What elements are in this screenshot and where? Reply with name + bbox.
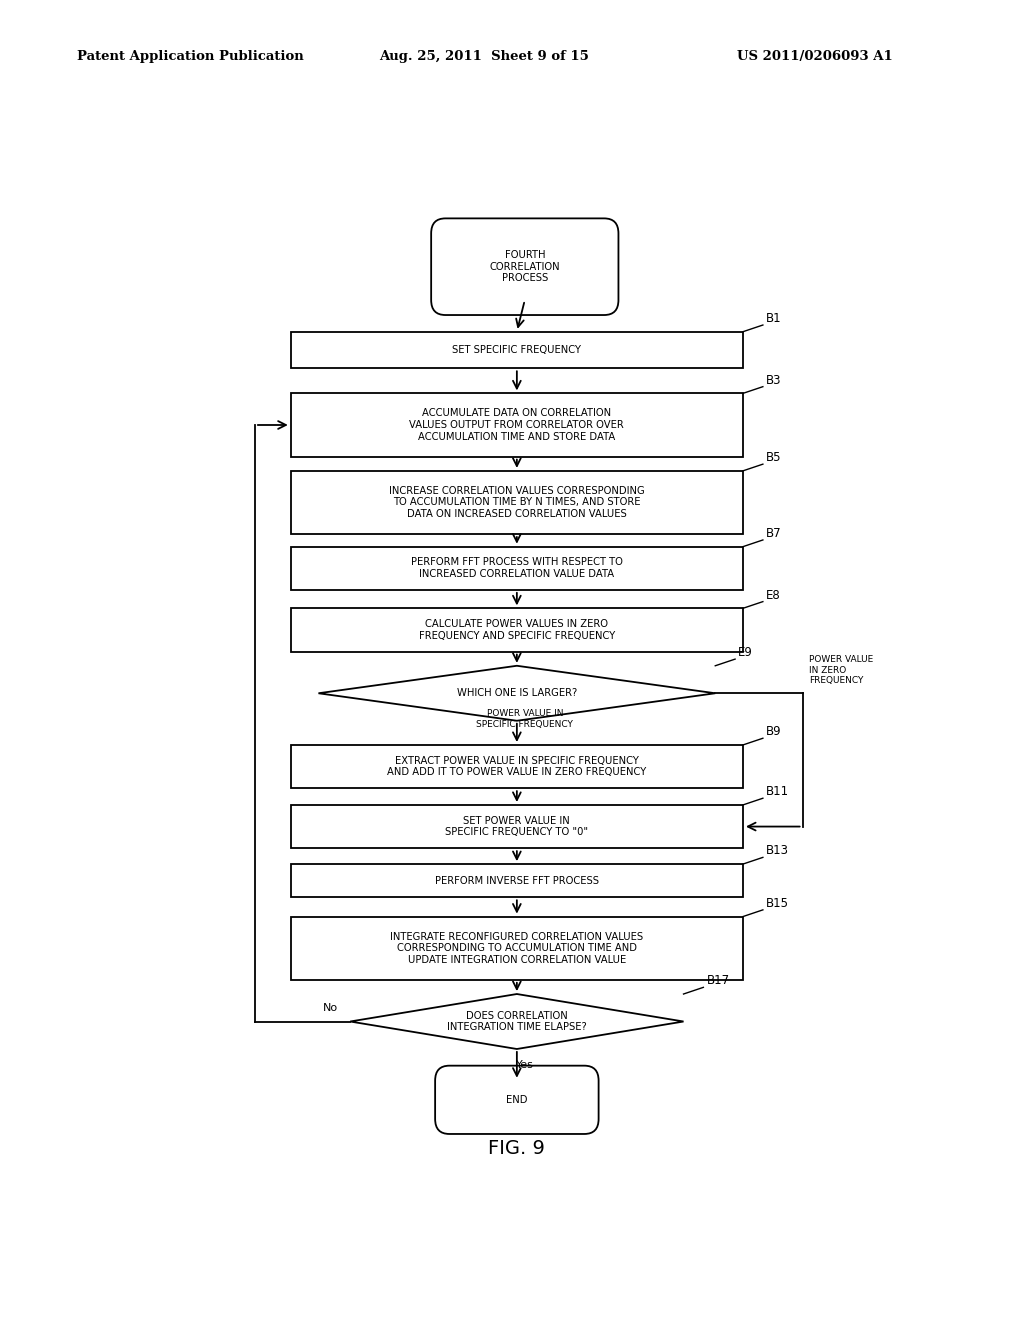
Text: B13: B13: [766, 845, 790, 858]
Text: B17: B17: [707, 974, 730, 987]
Text: WHICH ONE IS LARGER?: WHICH ONE IS LARGER?: [457, 688, 577, 698]
FancyBboxPatch shape: [435, 1065, 599, 1134]
FancyBboxPatch shape: [291, 865, 743, 898]
Text: E9: E9: [738, 645, 754, 659]
Polygon shape: [318, 665, 715, 721]
FancyBboxPatch shape: [291, 805, 743, 849]
Text: Yes: Yes: [516, 1060, 534, 1069]
Text: FIG. 9: FIG. 9: [488, 1139, 546, 1158]
Text: PERFORM FFT PROCESS WITH RESPECT TO
INCREASED CORRELATION VALUE DATA: PERFORM FFT PROCESS WITH RESPECT TO INCR…: [411, 557, 623, 579]
Text: No: No: [324, 1003, 338, 1014]
Text: POWER VALUE
IN ZERO
FREQUENCY: POWER VALUE IN ZERO FREQUENCY: [809, 655, 873, 685]
FancyBboxPatch shape: [291, 744, 743, 788]
Text: POWER VALUE IN
SPECIFIC FREQUENCY: POWER VALUE IN SPECIFIC FREQUENCY: [476, 709, 573, 729]
Text: EXTRACT POWER VALUE IN SPECIFIC FREQUENCY
AND ADD IT TO POWER VALUE IN ZERO FREQ: EXTRACT POWER VALUE IN SPECIFIC FREQUENC…: [387, 756, 646, 777]
Text: INCREASE CORRELATION VALUES CORRESPONDING
TO ACCUMULATION TIME BY N TIMES, AND S: INCREASE CORRELATION VALUES CORRESPONDIN…: [389, 486, 645, 519]
Text: B1: B1: [766, 312, 781, 325]
FancyBboxPatch shape: [291, 546, 743, 590]
Text: B7: B7: [766, 527, 781, 540]
Text: DOES CORRELATION
INTEGRATION TIME ELAPSE?: DOES CORRELATION INTEGRATION TIME ELAPSE…: [447, 1011, 587, 1032]
Text: B15: B15: [766, 896, 790, 909]
Text: SET POWER VALUE IN
SPECIFIC FREQUENCY TO "0": SET POWER VALUE IN SPECIFIC FREQUENCY TO…: [445, 816, 589, 837]
FancyBboxPatch shape: [291, 393, 743, 457]
Text: US 2011/0206093 A1: US 2011/0206093 A1: [737, 50, 893, 63]
FancyBboxPatch shape: [291, 609, 743, 652]
Text: B5: B5: [766, 451, 781, 465]
Text: E8: E8: [766, 589, 781, 602]
Text: SET SPECIFIC FREQUENCY: SET SPECIFIC FREQUENCY: [453, 345, 582, 355]
FancyBboxPatch shape: [291, 331, 743, 368]
Text: END: END: [506, 1094, 527, 1105]
Text: B9: B9: [766, 725, 781, 738]
Text: B3: B3: [766, 374, 781, 387]
Text: Patent Application Publication: Patent Application Publication: [77, 50, 303, 63]
Text: FOURTH
CORRELATION
PROCESS: FOURTH CORRELATION PROCESS: [489, 249, 560, 284]
FancyBboxPatch shape: [431, 218, 618, 315]
Polygon shape: [350, 994, 684, 1049]
FancyBboxPatch shape: [291, 471, 743, 535]
Text: Aug. 25, 2011  Sheet 9 of 15: Aug. 25, 2011 Sheet 9 of 15: [379, 50, 589, 63]
Text: B11: B11: [766, 785, 790, 799]
FancyBboxPatch shape: [291, 916, 743, 979]
Text: CALCULATE POWER VALUES IN ZERO
FREQUENCY AND SPECIFIC FREQUENCY: CALCULATE POWER VALUES IN ZERO FREQUENCY…: [419, 619, 615, 640]
Text: PERFORM INVERSE FFT PROCESS: PERFORM INVERSE FFT PROCESS: [435, 875, 599, 886]
Text: ACCUMULATE DATA ON CORRELATION
VALUES OUTPUT FROM CORRELATOR OVER
ACCUMULATION T: ACCUMULATE DATA ON CORRELATION VALUES OU…: [410, 408, 625, 442]
Text: INTEGRATE RECONFIGURED CORRELATION VALUES
CORRESPONDING TO ACCUMULATION TIME AND: INTEGRATE RECONFIGURED CORRELATION VALUE…: [390, 932, 643, 965]
